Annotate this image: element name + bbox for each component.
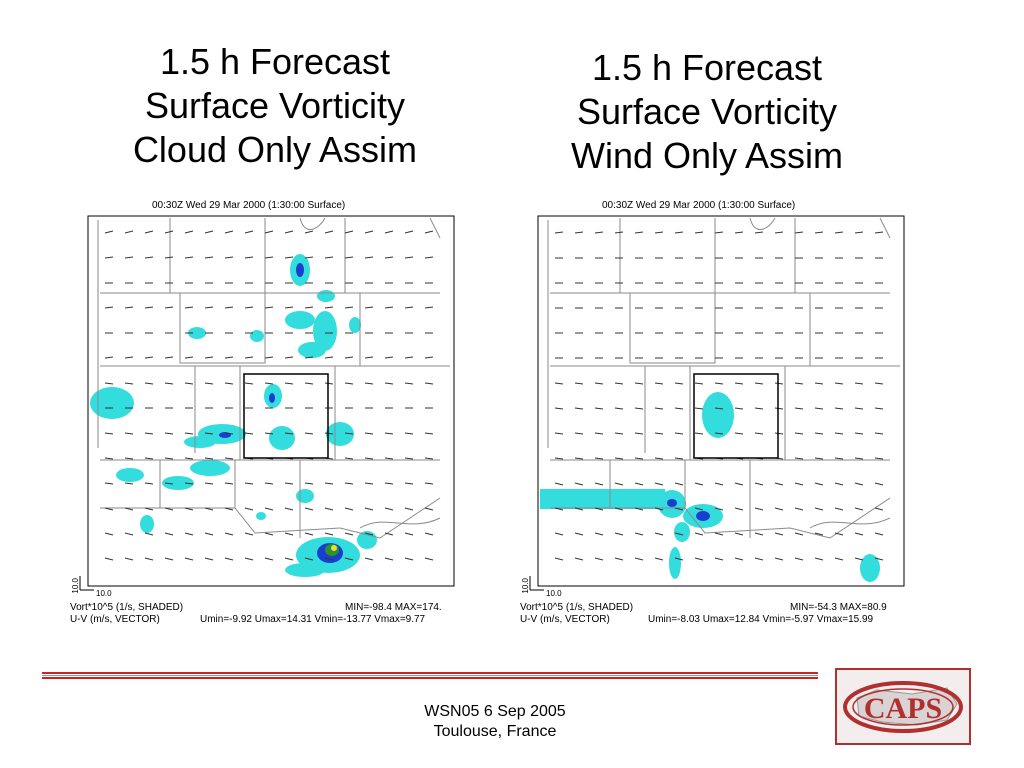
scale-horizontal-label: 10.0 [96, 589, 112, 598]
footer-rule-bottom [42, 677, 818, 679]
vorticity-map-wind-only: 00:30Z Wed 29 Mar 2000 (1:30:00 Surface) [450, 198, 910, 628]
field1-label: Vort*10^5 (1/s, SHADED) [520, 602, 634, 613]
scale-vector [529, 576, 544, 591]
vorticity-shading [540, 392, 880, 582]
vorticity-shading [90, 254, 377, 577]
title-left-line-1: 1.5 h Forecast [159, 41, 391, 82]
map-plot [529, 215, 905, 591]
analysis-box [243, 373, 329, 459]
title-right-line-2: Surface Vorticity [576, 91, 838, 132]
state-boundaries [547, 217, 900, 539]
footer-line-2: Toulouse, France [433, 723, 557, 740]
scale-vertical-label: 10.0 [71, 578, 80, 594]
caps-logo-icon: CAPS [843, 681, 963, 733]
min-max-label: MIN=-54.3 MAX=80.9 [790, 602, 887, 613]
scale-vertical-label: 10.0 [521, 578, 530, 594]
state-boundaries [97, 217, 450, 539]
wind-vectors [554, 231, 884, 561]
title-left: 1.5 h Forecast Surface Vorticity Cloud O… [100, 40, 450, 172]
title-right-line-3: Wind Only Assim [570, 135, 844, 176]
map-plot [79, 215, 455, 591]
min-max-label: MIN=-98.4 MAX=174. [345, 602, 442, 613]
title-left-line-3: Cloud Only Assim [132, 129, 418, 170]
scale-horizontal-label: 10.0 [546, 589, 562, 598]
field2-label: U-V (m/s, VECTOR) [70, 614, 160, 625]
footer-line-1: WSN05 6 Sep 2005 [424, 703, 566, 720]
wind-vectors [104, 230, 434, 561]
field1-label: Vort*10^5 (1/s, SHADED) [70, 602, 184, 613]
map-header: 00:30Z Wed 29 Mar 2000 (1:30:00 Surface) [152, 200, 346, 211]
logo-text: CAPS [864, 692, 942, 725]
vorticity-core [667, 499, 710, 521]
uv-stats-label: Umin=-8.03 Umax=12.84 Vmin=-5.97 Vmax=15… [648, 614, 874, 625]
footer: WSN05 6 Sep 2005 Toulouse, France [400, 702, 590, 742]
caps-logo: CAPS [835, 668, 971, 745]
uv-stats-label: Umin=-9.92 Umax=14.31 Vmin=-13.77 Vmax=9… [200, 614, 426, 625]
title-left-line-2: Surface Vorticity [144, 85, 406, 126]
footer-rule-top [42, 672, 818, 674]
title-right: 1.5 h Forecast Surface Vorticity Wind On… [532, 46, 882, 178]
footer-rule-mid [42, 675, 818, 676]
scale-vector [79, 576, 94, 591]
field2-label: U-V (m/s, VECTOR) [520, 614, 610, 625]
vorticity-map-cloud-only: 00:30Z Wed 29 Mar 2000 (1:30:00 Surface) [0, 198, 460, 628]
map-header: 00:30Z Wed 29 Mar 2000 (1:30:00 Surface) [602, 200, 796, 211]
analysis-box [693, 373, 779, 459]
title-right-line-1: 1.5 h Forecast [591, 47, 823, 88]
